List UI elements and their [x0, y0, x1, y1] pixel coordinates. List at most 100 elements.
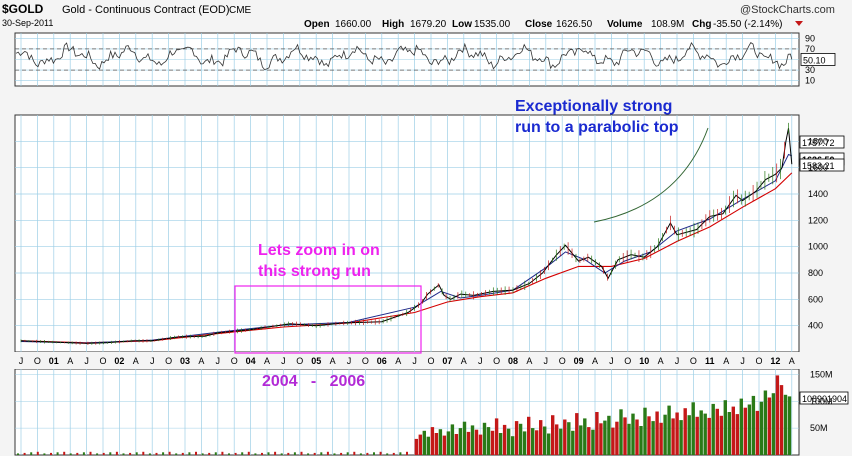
- price-tick-label: 600: [808, 294, 823, 304]
- price-tick-label: 1400: [808, 189, 828, 199]
- volume-bar: [442, 435, 447, 455]
- ma50-line: [20, 153, 792, 344]
- volume-tick-label: 150M: [810, 369, 833, 379]
- volume-bar: [470, 425, 475, 455]
- volume-bar: [438, 429, 443, 455]
- volume-bar: [607, 415, 611, 455]
- volume-bar: [583, 418, 587, 455]
- volume-bar: [539, 420, 543, 455]
- volume-bar: [399, 452, 402, 455]
- volume-bar: [36, 451, 39, 455]
- volume-bar: [543, 426, 547, 455]
- volume-bar: [148, 453, 151, 455]
- x-tick-label: 08: [508, 356, 518, 366]
- volume-bar: [783, 394, 788, 455]
- volume-bar: [214, 452, 217, 455]
- x-tick-label: O: [493, 356, 500, 366]
- volume-bar: [751, 395, 756, 455]
- volume-bar: [300, 451, 303, 455]
- x-tick-label: O: [34, 356, 41, 366]
- volume-bar: [155, 452, 158, 455]
- volume-bar: [615, 421, 619, 455]
- volume-bar: [195, 451, 197, 455]
- volume-bar: [17, 453, 19, 455]
- volume-bar: [267, 452, 270, 455]
- x-tick-label: 02: [114, 356, 124, 366]
- volume-bar: [181, 452, 184, 455]
- volume-bar: [490, 430, 495, 455]
- x-tick-label: 11: [705, 356, 715, 366]
- volume-bar: [767, 397, 772, 455]
- volume-bar: [555, 424, 559, 455]
- volume-bar: [659, 422, 663, 456]
- volume-bar: [228, 453, 230, 455]
- volume-bar: [287, 452, 290, 455]
- volume-bar: [109, 452, 112, 455]
- volume-bar: [579, 425, 583, 455]
- volume-value: 108.9M: [651, 19, 684, 30]
- volume-bar: [102, 452, 105, 455]
- volume-bar: [703, 413, 707, 455]
- volume-bar: [280, 453, 283, 455]
- volume-bar: [611, 427, 615, 455]
- x-tick-label: A: [67, 356, 73, 366]
- price-tick-label: 1600: [808, 163, 828, 173]
- x-tick-label: J: [216, 356, 221, 366]
- volume-label: Volume: [607, 19, 643, 30]
- x-tick-label: 10: [639, 356, 649, 366]
- volume-bar: [434, 433, 439, 455]
- volume-bar: [647, 416, 651, 455]
- x-tick-label: J: [544, 356, 549, 366]
- volume-bar: [571, 430, 575, 455]
- volume-bar: [522, 431, 527, 455]
- volume-bar: [567, 422, 571, 455]
- x-tick-label: J: [412, 356, 417, 366]
- volume-bar: [392, 452, 395, 455]
- volume-bar: [450, 424, 455, 455]
- annotation-zoom-2: this strong run: [258, 263, 371, 280]
- volume-bar: [635, 419, 639, 455]
- x-tick-label: O: [231, 356, 238, 366]
- volume-bar: [234, 452, 237, 455]
- volume-bar: [510, 436, 515, 455]
- volume-bar: [494, 418, 499, 455]
- x-tick-label: O: [362, 356, 369, 366]
- volume-bar: [96, 453, 99, 455]
- x-tick-label: A: [198, 356, 204, 366]
- rsi-tick-label: 70: [805, 44, 815, 54]
- price-tick-label: 1000: [808, 242, 828, 252]
- low-label: Low: [452, 19, 472, 30]
- volume-bar: [599, 423, 603, 455]
- volume-bar: [723, 400, 727, 455]
- volume-bar: [56, 452, 59, 455]
- volume-bar: [687, 415, 691, 455]
- x-tick-label: O: [559, 356, 566, 366]
- open-label: Open: [304, 19, 330, 30]
- volume-bar: [426, 436, 430, 455]
- volume-bar: [89, 451, 92, 455]
- x-tick-label: J: [675, 356, 680, 366]
- volume-bar: [671, 418, 675, 455]
- x-tick-label: J: [84, 356, 89, 366]
- volume-bar: [727, 412, 731, 455]
- low-value: 1535.00: [474, 19, 511, 30]
- chg-label: Chg: [692, 19, 711, 30]
- volume-bar: [414, 438, 418, 455]
- volume-bar: [591, 429, 595, 455]
- volume-bar: [254, 453, 257, 455]
- chg-value: -35.50 (-2.14%): [713, 19, 782, 30]
- x-tick-label: A: [133, 356, 139, 366]
- x-tick-label: O: [624, 356, 631, 366]
- volume-bar: [175, 453, 178, 455]
- close-value: 1626.50: [556, 19, 593, 30]
- x-tick-label: 06: [377, 356, 387, 366]
- volume-bar: [63, 451, 66, 455]
- volume-bar: [759, 401, 764, 455]
- volume-bar: [454, 434, 459, 455]
- volume-bar: [333, 453, 336, 455]
- symbol-title: $GOLD: [2, 2, 44, 16]
- x-tick-label: A: [526, 356, 532, 366]
- volume-bar: [162, 452, 165, 455]
- price-plot: 1757.721626.501583.21: [20, 122, 845, 346]
